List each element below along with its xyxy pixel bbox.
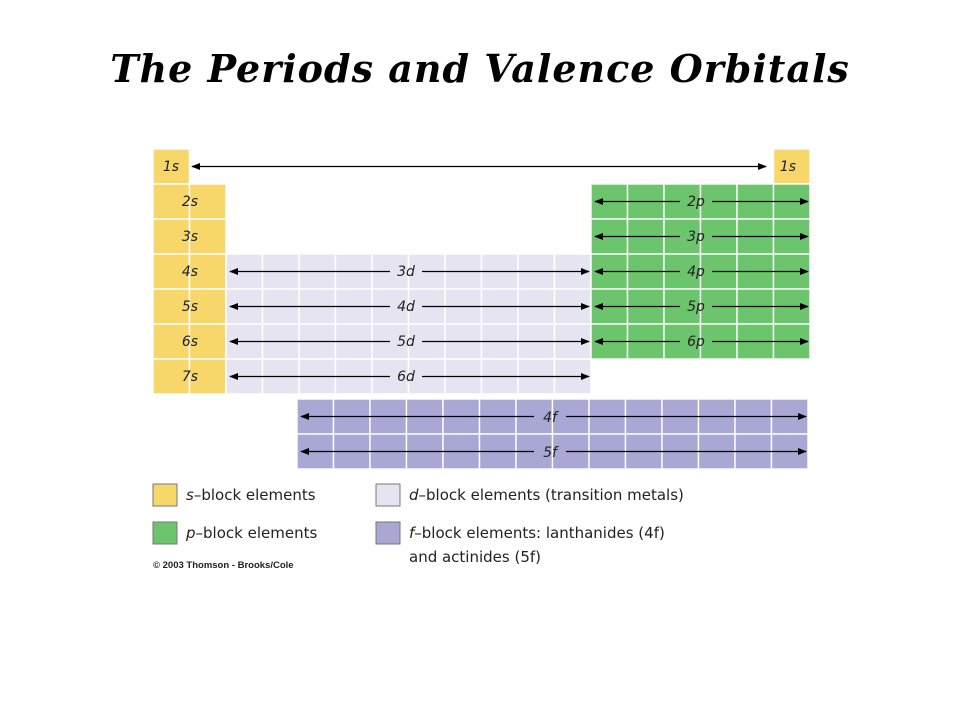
legend-label-s: s–block elements [186,486,316,504]
s-block-cell [152,148,191,185]
label-p-row: 2p [687,194,705,210]
legend-swatch-p [152,521,178,545]
label-1s-right: 1s [780,159,796,175]
s-block-cell [152,358,191,395]
p-block-cell [699,183,738,220]
label-f-row: 4f [543,410,559,426]
s-block-cell [152,183,191,220]
legend-swatch-f [375,521,401,545]
label-d-row: 4d [397,299,415,315]
copyright-text: © 2003 Thomson - Brooks/Cole [153,560,294,571]
s-block-cell [188,323,227,360]
label-p-row: 5p [687,299,705,315]
legend-label-d: d–block elements (transition metals) [409,486,684,504]
s-block-cell [188,358,227,395]
legend: s–block elements p–block elements d–bloc… [152,483,684,566]
label-d-row: 3d [397,264,415,280]
label-s-row: 2s [182,194,198,210]
s-block-cell [188,288,227,325]
blocks-layer [152,148,811,470]
label-s-row: 7s [182,369,198,385]
legend-label-p: p–block elements [185,524,317,542]
s-block-cell [188,253,227,290]
label-d-row: 6d [397,369,415,385]
label-s-row: 6s [182,334,198,350]
legend-label-f-line2: and actinides (5f) [409,548,541,566]
legend-swatch-s [152,483,178,507]
label-d-row: 5d [397,334,415,350]
label-p-row: 6p [687,334,705,350]
label-s-row: 5s [182,299,198,315]
s-block-cell [772,148,811,185]
legend-swatch-d [375,483,401,507]
label-f-row: 5f [543,445,559,461]
label-s-row: 4s [182,264,198,280]
label-s-row: 3s [182,229,198,245]
legend-label-f: f–block elements: lanthanides (4f) [409,524,665,542]
label-1s-left: 1s [163,159,179,175]
slide-title: The Periods and Valence Orbitals [110,46,850,91]
label-p-row: 3p [687,229,705,245]
arrow-layer [191,162,809,456]
label-p-row: 4p [687,264,705,280]
